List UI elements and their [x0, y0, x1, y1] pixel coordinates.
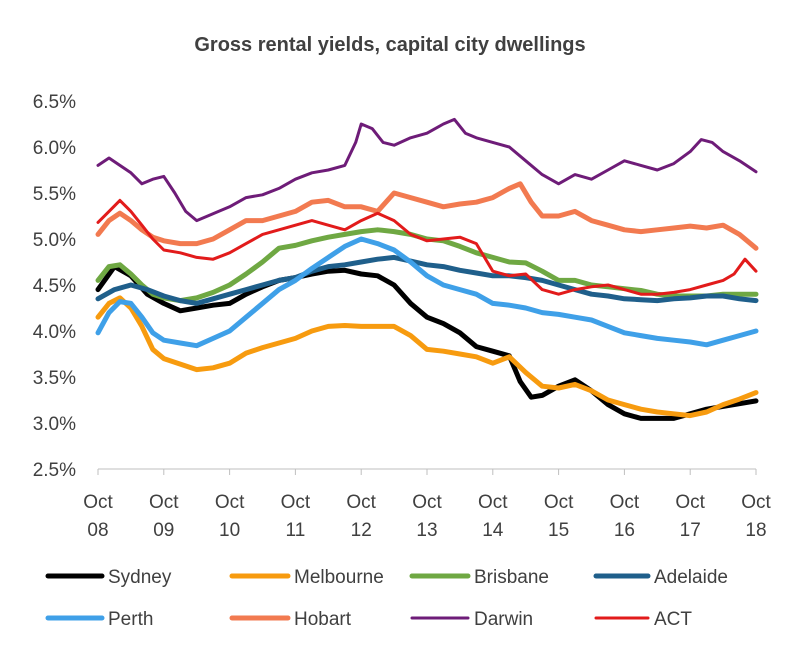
legend-label-darwin: Darwin — [474, 609, 533, 630]
x-tick-label: 08 — [87, 520, 108, 541]
y-tick-label: 6.0% — [33, 138, 76, 159]
x-tick-label: 12 — [351, 520, 372, 541]
chart-title: Gross rental yields, capital city dwelli… — [194, 34, 586, 56]
y-tick-label: 5.0% — [33, 230, 76, 251]
x-tick-label: Oct — [675, 492, 705, 513]
series-line-darwin — [96, 117, 758, 223]
series-line-sydney — [95, 264, 759, 421]
x-tick-label: Oct — [83, 492, 113, 513]
legend-label-brisbane: Brisbane — [474, 567, 549, 588]
series-line-adelaide — [95, 254, 759, 306]
y-tick-label: 3.5% — [33, 368, 76, 389]
legend-layer: Sydney Melbourne Brisbane Adelaide Perth Hoba… — [45, 567, 728, 630]
legend-label-sydney: Sydney — [108, 567, 172, 588]
series-line-hobart — [95, 181, 759, 251]
x-tick-label: Oct — [741, 492, 771, 513]
x-tick-label: 10 — [219, 520, 240, 541]
x-tick-label: 09 — [153, 520, 174, 541]
series-line-perth — [95, 236, 759, 349]
series-layer — [95, 117, 759, 421]
x-tick-label: Oct — [215, 492, 245, 513]
x-tick-label: 17 — [680, 520, 701, 541]
x-tick-label: 11 — [286, 520, 306, 541]
x-tick-label: Oct — [281, 492, 311, 513]
series-line-melbourne — [95, 295, 759, 419]
legend-label-adelaide: Adelaide — [654, 567, 728, 588]
x-tick-label: Oct — [544, 492, 574, 513]
x-tick-label: 18 — [745, 520, 766, 541]
y-tick-label: 4.5% — [33, 276, 76, 297]
x-tick-label: Oct — [610, 492, 640, 513]
legend-label-melbourne: Melbourne — [294, 567, 384, 588]
x-tick-label: Oct — [478, 492, 508, 513]
y-tick-label: 6.5% — [33, 92, 76, 113]
y-tick-label: 3.0% — [33, 414, 76, 435]
y-tick-label: 5.5% — [33, 184, 76, 205]
x-tick-label: Oct — [346, 492, 376, 513]
y-tick-label: 2.5% — [33, 460, 76, 481]
x-tick-label: Oct — [412, 492, 442, 513]
x-tick-label: 13 — [416, 520, 437, 541]
axes-layer: 2.5% 3.0% 3.5% 4.0% 4.5% 5.0% 5.5% 6.0% 6.5% Oct 0… — [33, 92, 772, 541]
legend-label-hobart: Hobart — [294, 609, 352, 630]
legend-label-perth: Perth — [108, 609, 153, 630]
legend-label-act: ACT — [654, 609, 692, 630]
series-line-act — [96, 198, 758, 296]
x-tick-label: Oct — [149, 492, 179, 513]
x-tick-label: 16 — [614, 520, 635, 541]
x-tick-label: 14 — [482, 520, 504, 541]
y-tick-label: 4.0% — [33, 322, 76, 343]
x-tick-label: 15 — [548, 520, 569, 541]
